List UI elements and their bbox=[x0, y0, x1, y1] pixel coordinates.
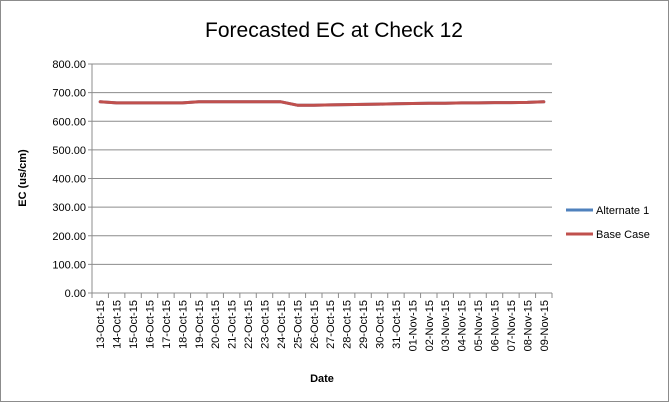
y-axis-title: EC (us/cm) bbox=[17, 149, 29, 207]
x-tick-label: 21-Oct-15 bbox=[227, 300, 239, 349]
series-lines bbox=[98, 100, 546, 107]
x-tick-label: 03-Nov-15 bbox=[440, 300, 452, 351]
y-axis-ticks: 0.00 100.00 200.00 300.00 400.00 500.00 600.00… bbox=[52, 59, 92, 300]
x-tick-label: 22-Oct-15 bbox=[243, 300, 255, 349]
series-line-2 bbox=[98, 100, 546, 107]
y-tick-label: 300.00 bbox=[52, 202, 86, 214]
y-tick-label: 600.00 bbox=[52, 116, 86, 128]
x-tick-label: 07-Nov-15 bbox=[506, 300, 518, 351]
x-tick-label: 09-Nov-15 bbox=[539, 300, 551, 351]
x-tick-label: 04-Nov-15 bbox=[457, 300, 469, 351]
x-tick-label: 27-Oct-15 bbox=[325, 300, 337, 349]
legend-label: Base Case bbox=[596, 229, 650, 241]
x-tick-label: 25-Oct-15 bbox=[292, 300, 304, 349]
x-tick-label: 31-Oct-15 bbox=[391, 300, 403, 349]
x-axis-title: Date bbox=[310, 373, 334, 385]
x-tick-label: 14-Oct-15 bbox=[112, 300, 124, 349]
x-tick-label: 06-Nov-15 bbox=[490, 300, 502, 351]
x-axis-ticks: 13-Oct-15 14-Oct-15 15-Oct-15 16-Oct-15 17-O… bbox=[91, 293, 553, 351]
x-tick-label: 16-Oct-15 bbox=[145, 300, 157, 349]
x-tick-label: 30-Oct-15 bbox=[375, 300, 387, 349]
y-tick-label: 100.00 bbox=[52, 259, 86, 271]
legend-label: Alternate 1 bbox=[596, 205, 649, 217]
gridlines bbox=[92, 63, 552, 294]
y-tick-label: 400.00 bbox=[52, 174, 86, 186]
y-tick-label: 700.00 bbox=[52, 88, 86, 100]
y-tick-label: 800.00 bbox=[52, 59, 86, 71]
y-tick-label: 500.00 bbox=[52, 145, 86, 157]
x-tick-label: 18-Oct-15 bbox=[177, 300, 189, 349]
x-tick-label: 19-Oct-15 bbox=[194, 300, 206, 349]
x-tick-label: 23-Oct-15 bbox=[260, 300, 272, 349]
x-tick-label: 29-Oct-15 bbox=[358, 300, 370, 349]
x-tick-label: 08-Nov-15 bbox=[522, 300, 534, 351]
x-tick-label: 17-Oct-15 bbox=[161, 300, 173, 349]
x-tick-label: 13-Oct-15 bbox=[95, 300, 107, 349]
x-tick-label: 24-Oct-15 bbox=[276, 300, 288, 349]
x-tick-label: 05-Nov-15 bbox=[473, 300, 485, 351]
x-tick-label: 20-Oct-15 bbox=[210, 300, 222, 349]
legend: Alternate 1 Base Case bbox=[566, 205, 650, 241]
x-tick-label: 15-Oct-15 bbox=[128, 300, 140, 349]
x-tick-label: 01-Nov-15 bbox=[407, 300, 419, 351]
x-tick-label: 28-Oct-15 bbox=[342, 300, 354, 349]
y-tick-label: 0.00 bbox=[65, 288, 86, 300]
y-tick-label: 200.00 bbox=[52, 231, 86, 243]
chart-title: Forecasted EC at Check 12 bbox=[205, 19, 463, 42]
x-tick-label: 26-Oct-15 bbox=[309, 300, 321, 349]
x-tick-label: 02-Nov-15 bbox=[424, 300, 436, 351]
